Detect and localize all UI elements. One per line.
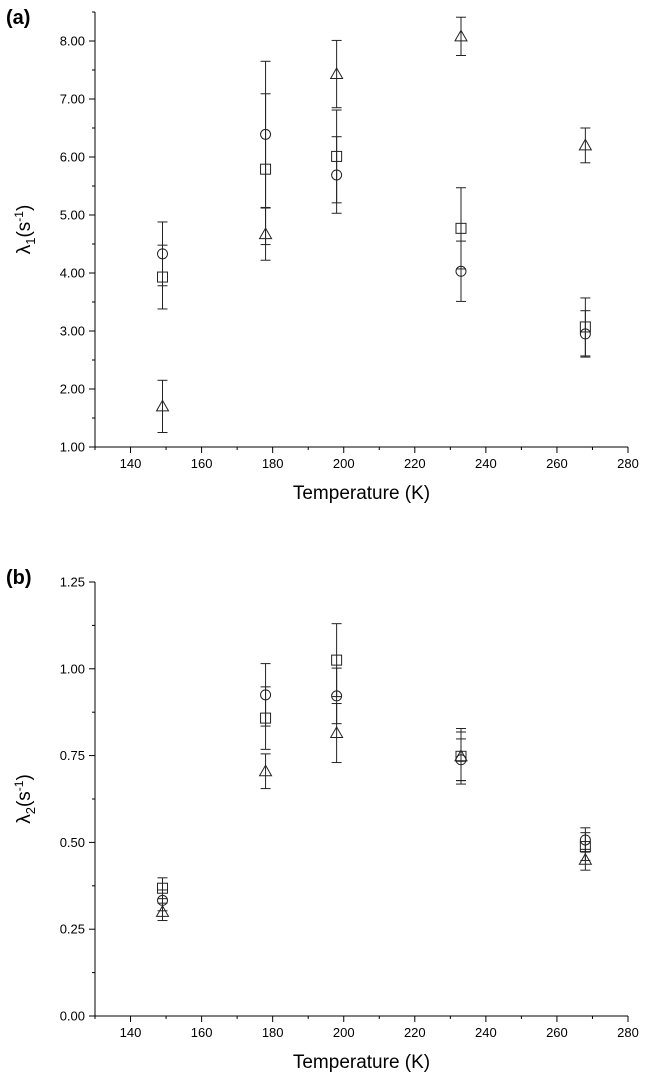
series-circle (157, 60, 591, 358)
marker-triangle (258, 227, 273, 240)
x-tick-label: 160 (191, 456, 213, 471)
y-axis-title: λ2(s-1) (12, 774, 38, 824)
marker-circle (157, 248, 169, 260)
x-tick-label: 220 (404, 456, 426, 471)
panel-label: (b) (6, 567, 32, 589)
x-tick-label: 180 (262, 456, 284, 471)
x-tick-label: 180 (262, 1025, 284, 1040)
marker-circle (579, 328, 591, 340)
x-tick-label: 140 (120, 456, 142, 471)
x-axis-title: Temperature (K) (293, 483, 430, 504)
marker-triangle (578, 138, 593, 151)
marker-circle (579, 834, 591, 846)
panel-a: 140 160 180 200 220 240 260 280 1.00 2.00 3.00 4.00… (6, 7, 639, 504)
y-tick-label: 1.00 (60, 661, 85, 676)
panel-label: (a) (6, 7, 30, 29)
series-circle (157, 663, 591, 912)
marker-circle (260, 128, 272, 140)
marker-triangle (454, 749, 468, 762)
x-tick-label: 140 (120, 1025, 142, 1040)
x-axis-title: Temperature (K) (293, 1052, 430, 1073)
x-tick-label: 200 (333, 456, 355, 471)
y-tick-label: 0.25 (60, 922, 85, 937)
x-tick-label: 240 (475, 1025, 497, 1040)
marker-triangle (578, 852, 593, 865)
marker-circle (455, 265, 467, 277)
y-tick-label: 2.00 (60, 382, 85, 397)
marker-square (455, 222, 467, 234)
series-square (157, 623, 591, 900)
x-tick-label: 260 (546, 1025, 568, 1040)
x-tick-label: 200 (333, 1025, 355, 1040)
series-triangle (155, 703, 593, 922)
marker-square (331, 654, 343, 666)
y-axis-title: λ1(s-1) (12, 205, 38, 255)
series-square (157, 93, 591, 357)
marker-triangle (155, 904, 170, 917)
x-tick-label: 280 (617, 456, 639, 471)
x-tick-label: 220 (404, 1025, 426, 1040)
y-tick-label: 4.00 (60, 266, 85, 281)
y-tick-label: 1.25 (60, 575, 85, 590)
marker-circle (331, 169, 343, 181)
x-tick-label: 260 (546, 456, 568, 471)
marker-triangle (329, 726, 344, 739)
marker-circle (331, 690, 343, 702)
marker-triangle (258, 764, 273, 777)
marker-circle (260, 689, 272, 701)
y-tick-label: 6.00 (60, 150, 85, 165)
y-tick-label: 8.00 (60, 34, 85, 49)
y-tick-label: 5.00 (60, 208, 85, 223)
marker-triangle (454, 29, 468, 42)
marker-triangle (329, 67, 344, 80)
y-tick-label: 3.00 (60, 324, 85, 339)
x-tick-label: 160 (191, 1025, 213, 1040)
y-tick-label: 0.75 (60, 748, 85, 763)
x-tick-label: 280 (617, 1025, 639, 1040)
x-tick-label: 240 (475, 456, 497, 471)
series-triangle (155, 16, 593, 433)
panel-b: 140 160 180 200 220 240 260 280 0.00 0.25 0.50 0.75… (6, 567, 639, 1073)
y-tick-label: 1.00 (60, 440, 85, 455)
y-tick-label: 7.00 (60, 92, 85, 107)
marker-triangle (155, 399, 170, 412)
y-tick-label: 0.00 (60, 1009, 85, 1024)
y-tick-label: 0.50 (60, 835, 85, 850)
